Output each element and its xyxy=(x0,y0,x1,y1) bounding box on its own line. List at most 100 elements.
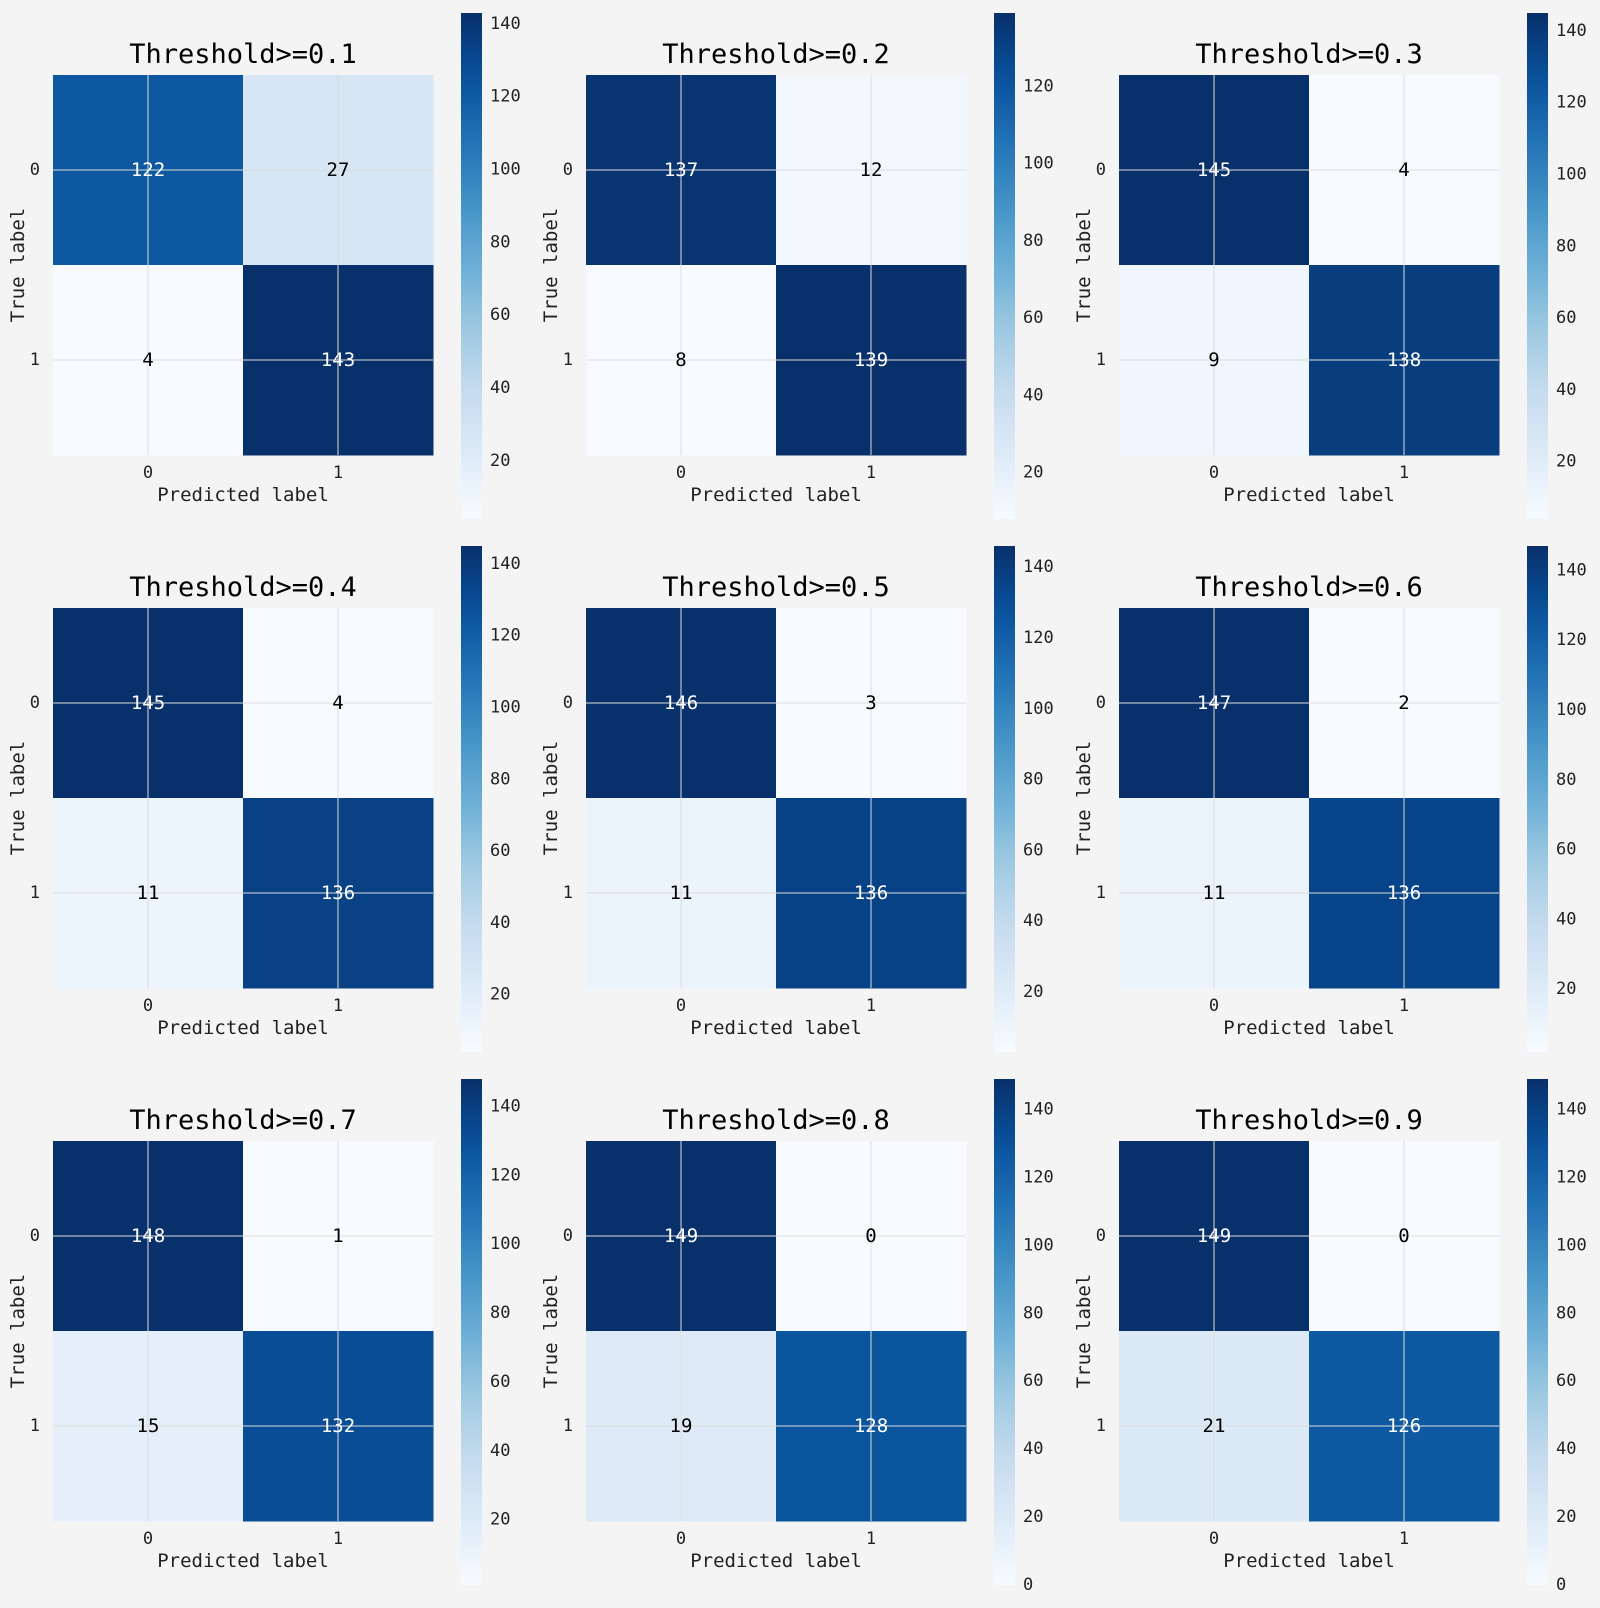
y-axis-label: True label xyxy=(1073,1274,1095,1388)
x-axis-label: Predicted label xyxy=(157,1550,329,1572)
cell-value-label: 128 xyxy=(854,1415,888,1437)
y-axis-label: True label xyxy=(7,1274,29,1388)
y-tick-label: 1 xyxy=(563,350,573,370)
x-tick-label: 1 xyxy=(1399,1529,1409,1549)
colorbar-tick-label: 80 xyxy=(1023,1303,1043,1323)
x-axis-label: Predicted label xyxy=(1223,484,1395,506)
colorbar-tick-label: 140 xyxy=(1023,557,1054,577)
y-tick-label: 0 xyxy=(30,693,40,713)
y-axis-label: True label xyxy=(7,741,29,855)
colorbar-tick-label: 0 xyxy=(1023,1575,1033,1595)
colorbar-tick-label: 120 xyxy=(490,87,521,107)
colorbar-tick-label: 140 xyxy=(490,1097,521,1117)
cell-value-label: 149 xyxy=(1197,1225,1231,1247)
cell-value-label: 143 xyxy=(321,349,355,371)
colorbar-tick-label: 20 xyxy=(1023,1507,1043,1527)
chart-title: Threshold>=0.6 xyxy=(1195,572,1423,603)
colorbar-tick-label: 20 xyxy=(1556,452,1576,472)
cell-value-label: 21 xyxy=(1203,1415,1226,1437)
cell-value-label: 136 xyxy=(321,882,355,904)
cell-value-label: 122 xyxy=(131,159,165,181)
y-tick-label: 0 xyxy=(30,1226,40,1246)
colorbar-tick-label: 120 xyxy=(490,626,521,646)
colorbar-tick-label: 20 xyxy=(490,985,510,1005)
colorbar-tick-label: 140 xyxy=(1556,21,1587,41)
colorbar-tick-label: 40 xyxy=(1556,1439,1576,1459)
x-tick-label: 0 xyxy=(676,1529,686,1549)
y-tick-label: 0 xyxy=(30,160,40,180)
colorbar-tick-label: 120 xyxy=(490,1165,521,1185)
y-axis-label: True label xyxy=(540,741,562,855)
colorbar-tick-label: 60 xyxy=(490,1372,510,1392)
cell-value-label: 0 xyxy=(865,1225,876,1247)
colorbar xyxy=(461,1079,482,1585)
cell-value-label: 11 xyxy=(1203,882,1226,904)
cell-value-label: 0 xyxy=(1398,1225,1409,1247)
colorbar-tick-label: 80 xyxy=(490,769,510,789)
x-tick-label: 0 xyxy=(1209,996,1219,1016)
cell-value-label: 145 xyxy=(1197,159,1231,181)
cell-value-label: 149 xyxy=(664,1225,698,1247)
cell-value-label: 19 xyxy=(670,1415,693,1437)
colorbar-tick-label: 20 xyxy=(490,451,510,471)
colorbar-tick-label: 20 xyxy=(1556,1507,1576,1527)
colorbar-tick-label: 0 xyxy=(1556,1575,1566,1595)
x-tick-label: 1 xyxy=(333,996,343,1016)
x-axis-label: Predicted label xyxy=(690,1017,862,1039)
colorbar-tick-label: 60 xyxy=(1556,840,1576,860)
chart-title: Threshold>=0.2 xyxy=(662,39,890,70)
x-tick-label: 1 xyxy=(1399,996,1409,1016)
cell-value-label: 11 xyxy=(670,882,693,904)
colorbar-tick-label: 40 xyxy=(1023,385,1043,405)
colorbar xyxy=(1527,546,1548,1052)
x-axis-label: Predicted label xyxy=(1223,1550,1395,1572)
cell-value-label: 11 xyxy=(137,882,160,904)
colorbar-tick-label: 80 xyxy=(490,232,510,252)
x-tick-label: 1 xyxy=(1399,463,1409,483)
x-tick-label: 0 xyxy=(1209,1529,1219,1549)
colorbar-tick-label: 60 xyxy=(490,841,510,861)
cell-value-label: 8 xyxy=(675,349,686,371)
cell-value-label: 3 xyxy=(865,692,876,714)
colorbar-tick-label: 120 xyxy=(1556,93,1587,113)
x-axis-label: Predicted label xyxy=(157,1017,329,1039)
y-tick-label: 1 xyxy=(30,350,40,370)
x-tick-label: 1 xyxy=(333,463,343,483)
colorbar xyxy=(994,1079,1015,1585)
y-tick-label: 1 xyxy=(563,1416,573,1436)
colorbar-tick-label: 40 xyxy=(490,378,510,398)
x-tick-label: 1 xyxy=(866,996,876,1016)
colorbar-tick-label: 100 xyxy=(1023,699,1054,719)
y-tick-label: 0 xyxy=(1096,693,1106,713)
colorbar-tick-label: 40 xyxy=(490,1441,510,1461)
chart-title: Threshold>=0.4 xyxy=(129,572,357,603)
colorbar-tick-label: 100 xyxy=(490,160,521,180)
y-axis-label: True label xyxy=(7,208,29,322)
colorbar xyxy=(1527,13,1548,519)
y-tick-label: 0 xyxy=(1096,160,1106,180)
colorbar-tick-label: 120 xyxy=(1023,628,1054,648)
colorbar-tick-label: 100 xyxy=(1556,164,1587,184)
colorbar-tick-label: 20 xyxy=(1556,979,1576,999)
chart-title: Threshold>=0.9 xyxy=(1195,1105,1423,1136)
chart-title: Threshold>=0.3 xyxy=(1195,39,1423,70)
colorbar-tick-label: 80 xyxy=(1023,231,1043,251)
cell-value-label: 4 xyxy=(1398,159,1409,181)
cell-value-label: 146 xyxy=(664,692,698,714)
colorbar-tick-label: 60 xyxy=(1023,308,1043,328)
y-axis-label: True label xyxy=(540,1274,562,1388)
colorbar xyxy=(461,13,482,519)
colorbar-tick-label: 40 xyxy=(1556,909,1576,929)
y-tick-label: 1 xyxy=(1096,1416,1106,1436)
cell-value-label: 136 xyxy=(854,882,888,904)
colorbar xyxy=(994,546,1015,1052)
colorbar-tick-label: 20 xyxy=(490,1510,510,1530)
colorbar-tick-label: 80 xyxy=(1556,1303,1576,1323)
cell-value-label: 1 xyxy=(332,1225,343,1247)
colorbar-tick-label: 140 xyxy=(490,554,521,574)
